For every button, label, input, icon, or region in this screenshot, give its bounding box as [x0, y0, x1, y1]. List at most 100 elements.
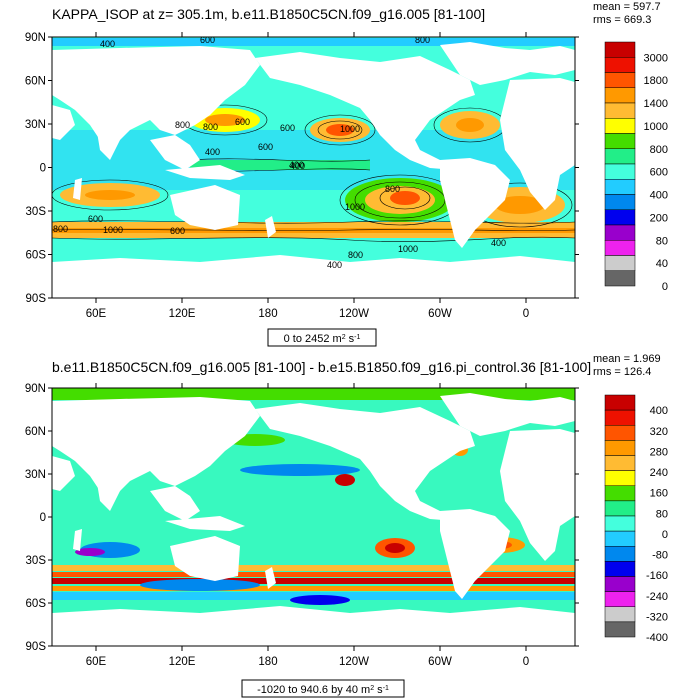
- colorbar-swatch: [604, 209, 636, 226]
- colorbar-swatch: [604, 87, 636, 104]
- colorbar-label: 80: [656, 508, 668, 520]
- contour-label: 400: [290, 161, 305, 171]
- colorbar-label: -160: [646, 570, 668, 582]
- colorbar-swatch: [604, 179, 636, 195]
- colorbar-swatch: [604, 440, 636, 456]
- colorbar-label: 0: [662, 529, 668, 541]
- colorbar-swatch: [604, 148, 636, 165]
- colorbar-swatch: [604, 57, 636, 73]
- colorbar-label: 400: [650, 190, 668, 202]
- colorbar-label: 3000: [644, 52, 668, 64]
- contour-label: 600: [200, 35, 215, 45]
- contour-label: 600: [258, 142, 273, 152]
- contour-label: 600: [280, 123, 295, 133]
- contour-label: 600: [88, 214, 103, 224]
- colorbar-label: 800: [650, 144, 668, 156]
- map-panel-1: KAPPA_ISOP at z= 305.1m, b.e11.B1850C5CN…: [25, 1, 668, 347]
- colorbar-label: 0: [662, 281, 668, 293]
- colorbar-swatch: [604, 102, 636, 119]
- panel-1-axis-ticks: 90N 60N 30N 0 30S 60S 90S 60E 120E 180 120W 60W 0: [25, 32, 579, 320]
- panel-2-map-area: [52, 388, 575, 646]
- colorbar-label: 160: [650, 488, 668, 500]
- lon-tick-label: 60E: [86, 308, 107, 320]
- panel-2-mean: mean = 1.969: [593, 353, 661, 365]
- lat-tick-label: 0: [40, 512, 46, 524]
- panel-2-range-label: -1020 to 940.6 by 40 m2 s-1: [257, 684, 389, 696]
- lat-tick-label: 30S: [26, 206, 47, 218]
- colorbar-label: -80: [652, 550, 668, 562]
- contour-label: 1000: [340, 124, 360, 134]
- panel-1-title: KAPPA_ISOP at z= 305.1m, b.e11.B1850C5CN…: [52, 6, 485, 22]
- contour-label: 400: [327, 260, 342, 270]
- contour-label: 400: [289, 160, 304, 170]
- lat-tick-label: 0: [40, 163, 46, 175]
- colorbar-swatch: [604, 500, 636, 517]
- colorbar-swatch: [604, 455, 636, 471]
- colorbar-swatch: [604, 530, 636, 547]
- colorbar-label: 240: [650, 467, 668, 479]
- colorbar-label: 1800: [644, 75, 668, 87]
- colorbar-label: 80: [656, 235, 668, 247]
- colorbar-swatch: [604, 255, 636, 271]
- colorbar-label: 400: [650, 405, 668, 417]
- panel-2-title: b.e11.B1850C5CN.f09_g16.005 [81-100] - b…: [52, 359, 591, 375]
- contour-label: 800: [348, 250, 363, 260]
- lon-tick-label: 0: [523, 656, 529, 668]
- panel-1-range-box: [267, 328, 377, 347]
- colorbar-swatch: [604, 591, 636, 607]
- colorbar-label: 200: [650, 212, 668, 224]
- colorbar-label: 1400: [644, 98, 668, 110]
- contour-label: 1000: [398, 244, 418, 254]
- lat-tick-label: 30S: [26, 555, 47, 567]
- lon-tick-label: 180: [258, 308, 277, 320]
- contour-label: 400: [100, 39, 115, 49]
- colorbar-swatch: [604, 621, 636, 638]
- lat-tick-label: 60S: [26, 598, 47, 610]
- contour-label: 800: [53, 224, 68, 234]
- colorbar-swatch: [604, 224, 636, 241]
- colorbar-swatch: [604, 72, 636, 88]
- panel-2-range-box: [241, 679, 405, 698]
- colorbar-swatch: [604, 163, 636, 180]
- colorbar-swatch: [604, 41, 636, 58]
- lat-tick-label: 60N: [25, 76, 46, 88]
- colorbar-swatch: [604, 470, 636, 486]
- lon-tick-label: 60E: [86, 656, 107, 668]
- lat-tick-label: 90N: [25, 32, 46, 44]
- contour-label: 800: [415, 35, 430, 45]
- colorbar-swatch: [604, 485, 636, 502]
- panel-1-range-label: 0 to 2452 m2 s-1: [284, 333, 361, 345]
- colorbar-swatch: [604, 606, 636, 623]
- colorbar-swatch: [604, 409, 636, 426]
- panel-1-contour-labels: 400 600 800 600 800 1000 600 400 600 400…: [53, 35, 506, 270]
- colorbar-swatch: [604, 270, 636, 287]
- contour-label: 600: [170, 226, 185, 236]
- lat-tick-label: 60S: [26, 250, 47, 262]
- lat-tick-label: 60N: [25, 426, 46, 438]
- panel-1-mean: mean = 597.7: [593, 1, 661, 13]
- lon-tick-label: 60W: [428, 656, 452, 668]
- panel-2-axis-ticks: 90N 60N 30N 0 30S 60S 90S 60E 120E 180 120W 60W 0: [25, 383, 579, 668]
- lon-tick-label: 120E: [169, 308, 196, 320]
- colorbar-swatch: [604, 194, 636, 210]
- colorbar-label: -400: [646, 632, 668, 644]
- colorbar-swatch: [604, 515, 636, 532]
- colorbar-label: -320: [646, 611, 668, 623]
- colorbar-label: -240: [646, 591, 668, 603]
- lon-tick-label: 60W: [428, 308, 452, 320]
- lat-tick-label: 90S: [26, 293, 47, 305]
- colorbar-label: 280: [650, 446, 668, 458]
- colorbar-swatch: [604, 576, 636, 592]
- colorbar-swatch: [604, 425, 636, 441]
- lon-tick-label: 120W: [339, 308, 369, 320]
- lat-tick-label: 90S: [26, 641, 47, 653]
- contour-label: 800: [175, 120, 190, 130]
- colorbar-swatch: [604, 118, 636, 134]
- contour-label: 400: [205, 147, 220, 157]
- colorbar-label: 40: [656, 258, 668, 270]
- colorbar-swatch: [604, 546, 636, 562]
- contour-label: 600: [235, 117, 250, 127]
- colorbar-label: 1000: [644, 121, 668, 133]
